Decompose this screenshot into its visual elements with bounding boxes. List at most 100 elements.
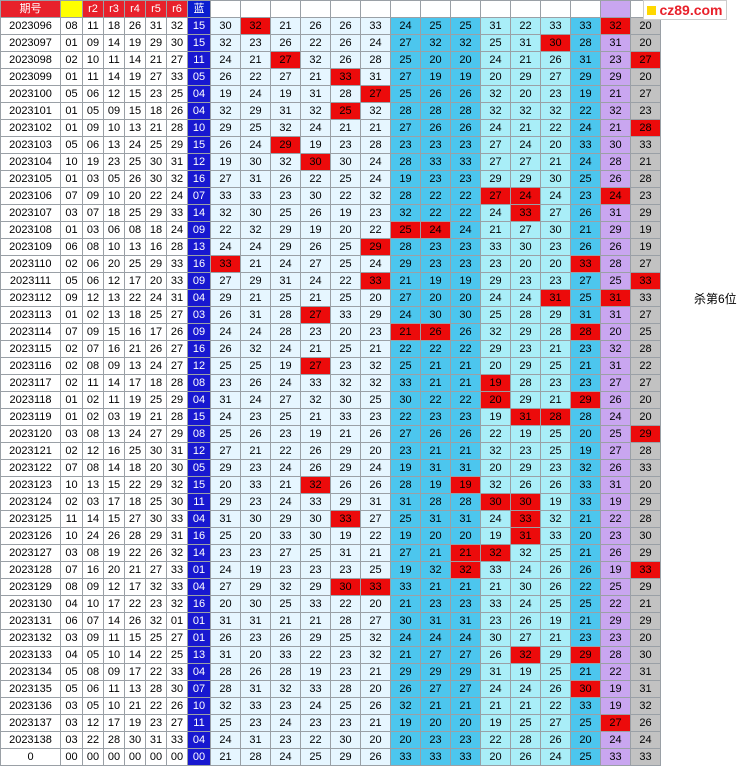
site-logo: cz89.com: [643, 0, 727, 20]
value-cell: 22: [145, 697, 167, 715]
value-cell: 27: [540, 714, 571, 732]
table-row: 2023100 05 06 12 15 23 25 04 19 24 19 31 28 27 25 26 26 3…: [0, 85, 661, 103]
value-cell: 24: [390, 629, 421, 647]
value-cell: 24: [210, 408, 241, 426]
value-cell: 16: [187, 170, 211, 188]
table-row: 2023099 01 11 14 19 27 33 05 26 22 27 21 33 31 27 19 19 2…: [0, 68, 661, 86]
value-cell: 33: [570, 255, 601, 273]
value-cell: 20: [480, 391, 511, 409]
value-cell: 25: [270, 595, 301, 613]
value-cell: 33: [630, 272, 661, 290]
value-cell: 17: [145, 323, 167, 341]
value-cell: 23: [450, 595, 481, 613]
value-cell: 28: [240, 748, 271, 766]
value-cell: 24: [360, 153, 391, 171]
value-cell: 02: [60, 340, 83, 358]
value-cell: 04: [187, 85, 211, 103]
value-cell: 23: [420, 408, 451, 426]
value-cell: 24: [480, 289, 511, 307]
value-cell: 23: [300, 561, 331, 579]
value-cell: 00: [60, 748, 83, 766]
value-cell: 33: [300, 493, 331, 511]
value-cell: 25: [330, 255, 361, 273]
value-cell: 25: [300, 544, 331, 562]
value-cell: 27: [210, 442, 241, 460]
value-cell: 21: [510, 697, 541, 715]
value-cell: 31: [510, 34, 541, 52]
value-cell: 25: [540, 357, 571, 375]
value-cell: 24: [510, 187, 541, 205]
value-cell: 29: [420, 663, 451, 681]
value-cell: 16: [103, 442, 125, 460]
value-cell: 25: [540, 544, 571, 562]
value-cell: 31: [600, 204, 631, 222]
header-cell-14: [390, 0, 421, 18]
value-cell: 28: [540, 408, 571, 426]
value-cell: 31: [166, 289, 188, 307]
value-cell: 28: [330, 680, 361, 698]
table-row: 2023115 02 07 16 21 26 27 16 26 32 24 21 25 21 22 22 22 2…: [0, 340, 661, 358]
value-cell: 30: [630, 527, 661, 545]
value-cell: 10: [103, 646, 125, 664]
value-cell: 26: [145, 340, 167, 358]
value-cell: 33: [166, 68, 188, 86]
value-cell: 23: [570, 374, 601, 392]
value-cell: 16: [103, 340, 125, 358]
value-cell: 06: [82, 85, 104, 103]
value-cell: 22: [330, 187, 361, 205]
value-cell: 31: [270, 102, 301, 120]
value-cell: 32: [480, 476, 511, 494]
period-cell: 2023107: [0, 204, 61, 222]
value-cell: 23: [270, 697, 301, 715]
period-cell: 2023132: [0, 629, 61, 647]
value-cell: 28: [166, 119, 188, 137]
value-cell: 21: [270, 612, 301, 630]
value-cell: 14: [82, 510, 104, 528]
value-cell: 24: [420, 629, 451, 647]
value-cell: 27: [570, 272, 601, 290]
value-cell: 11: [103, 391, 125, 409]
value-cell: 22: [600, 663, 631, 681]
period-cell: 2023124: [0, 493, 61, 511]
value-cell: 21: [240, 289, 271, 307]
value-cell: 01: [60, 68, 83, 86]
value-cell: 02: [82, 391, 104, 409]
value-cell: 31: [330, 544, 361, 562]
table-row: 2023104 10 19 23 25 30 31 12 19 30 32 30 30 24 28 33 33 2…: [0, 153, 661, 171]
value-cell: 23: [450, 408, 481, 426]
value-cell: 24: [240, 238, 271, 256]
value-cell: 15: [187, 408, 211, 426]
value-cell: 31: [630, 663, 661, 681]
value-cell: 07: [187, 680, 211, 698]
value-cell: 03: [60, 425, 83, 443]
value-cell: 21: [510, 51, 541, 69]
value-cell: 21: [330, 119, 361, 137]
value-cell: 23: [210, 374, 241, 392]
value-cell: 19: [82, 153, 104, 171]
value-cell: 19: [124, 34, 146, 52]
value-cell: 15: [187, 17, 211, 35]
value-cell: 26: [360, 425, 391, 443]
value-cell: 30: [145, 510, 167, 528]
value-cell: 21: [300, 68, 331, 86]
header-cell-12: [330, 0, 361, 18]
value-cell: 21: [630, 595, 661, 613]
value-cell: 22: [330, 595, 361, 613]
value-cell: 24: [540, 748, 571, 766]
value-cell: 04: [187, 102, 211, 120]
value-cell: 27: [166, 340, 188, 358]
value-cell: 26: [510, 612, 541, 630]
value-cell: 05: [103, 170, 125, 188]
header-cell-9: [240, 0, 271, 18]
value-cell: 23: [450, 255, 481, 273]
value-cell: 21: [420, 357, 451, 375]
value-cell: 27: [300, 255, 331, 273]
value-cell: 27: [210, 170, 241, 188]
value-cell: 31: [510, 527, 541, 545]
value-cell: 11: [103, 680, 125, 698]
period-cell: 2023118: [0, 391, 61, 409]
table-row: 2023126 10 24 26 28 29 31 16 25 20 33 30 19 22 19 20 20 1…: [0, 527, 661, 545]
value-cell: 31: [240, 680, 271, 698]
value-cell: 25: [360, 561, 391, 579]
value-cell: 10: [60, 527, 83, 545]
